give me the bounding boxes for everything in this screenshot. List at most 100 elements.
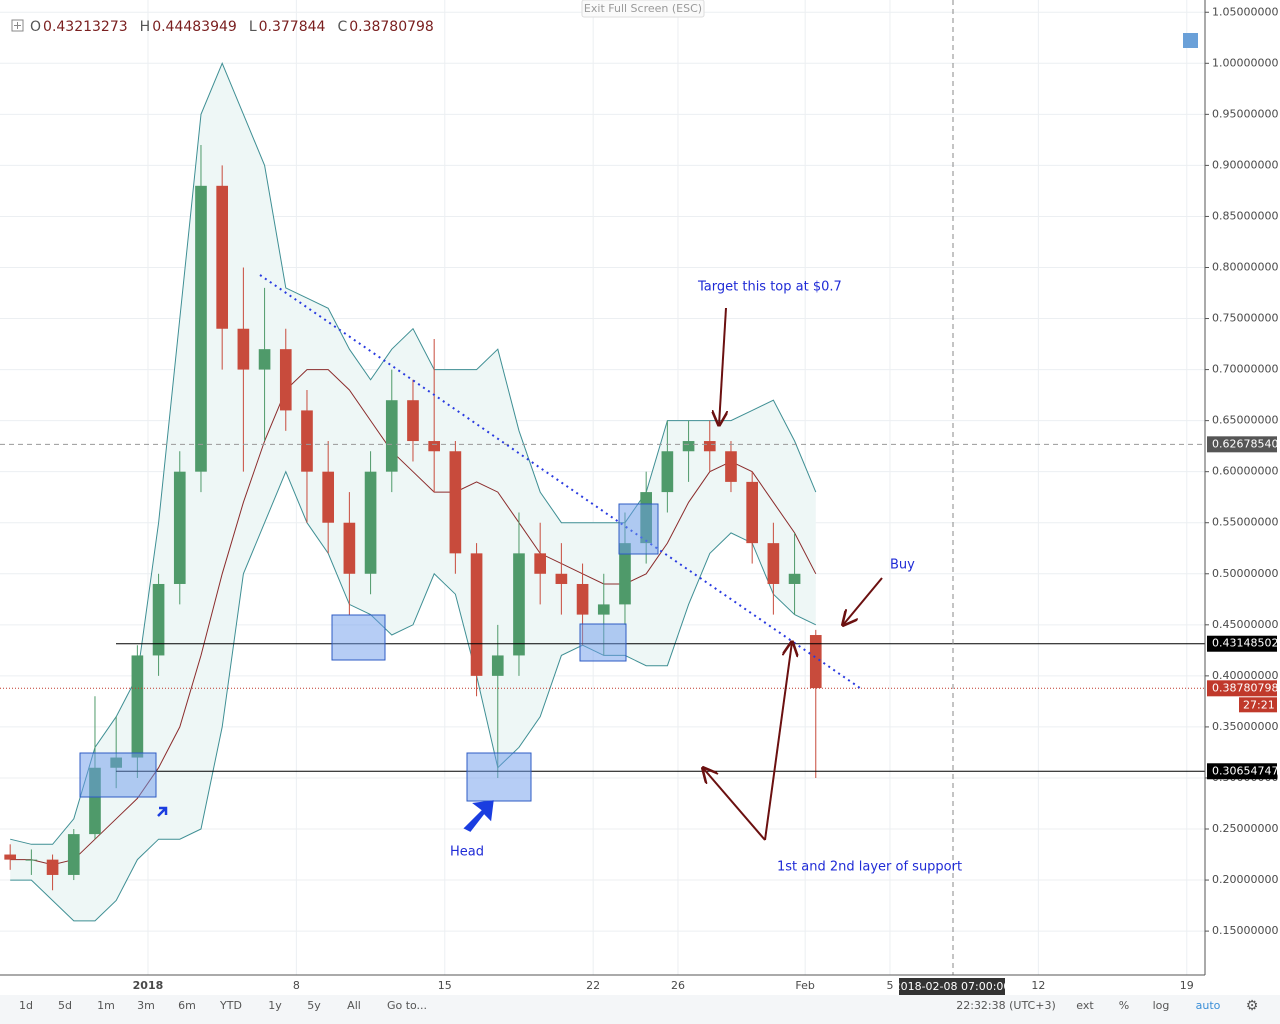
range-button[interactable]: 5y bbox=[307, 999, 321, 1012]
exit-button[interactable] bbox=[581, 0, 705, 18]
candle-body bbox=[661, 451, 674, 493]
candle-body bbox=[343, 522, 356, 574]
ohlc-key: C bbox=[337, 19, 347, 35]
range-button[interactable]: 6m bbox=[178, 999, 196, 1012]
candle-body bbox=[4, 854, 17, 860]
auto-button[interactable]: auto bbox=[1196, 999, 1221, 1012]
ohlc-value: 0.44483949 bbox=[152, 19, 237, 35]
price-label: 0.30654747 bbox=[1212, 764, 1278, 777]
exit-label: Exit Full Screen (ESC) bbox=[584, 2, 702, 15]
arrow bbox=[719, 307, 726, 425]
candle-body bbox=[682, 441, 695, 452]
candle-body bbox=[385, 400, 398, 472]
zones bbox=[79, 503, 659, 802]
candle-body bbox=[746, 481, 759, 544]
price-label-box bbox=[1207, 763, 1277, 780]
arrow bbox=[764, 642, 792, 841]
candle-body bbox=[131, 655, 144, 758]
y-tick-label: 0.40000000 bbox=[1212, 669, 1278, 682]
x-tick-label: 15 bbox=[438, 979, 452, 992]
y-tick-label: 0.70000000 bbox=[1212, 363, 1278, 376]
candle-body bbox=[491, 655, 504, 676]
zone bbox=[466, 752, 532, 802]
zone bbox=[331, 614, 386, 661]
header-icon[interactable] bbox=[11, 19, 24, 32]
candle-body bbox=[152, 583, 165, 656]
candle-body bbox=[788, 573, 801, 584]
trend-line bbox=[259, 274, 861, 689]
candle-body bbox=[809, 635, 822, 689]
candle-body bbox=[449, 451, 462, 554]
candle-body bbox=[216, 185, 229, 329]
x-tick-label: 5 bbox=[886, 979, 893, 992]
range-button[interactable]: 1m bbox=[97, 999, 115, 1012]
option-button[interactable]: ext bbox=[1076, 999, 1094, 1012]
info-icon[interactable] bbox=[1183, 33, 1198, 48]
candle-body bbox=[279, 349, 292, 411]
candle-body bbox=[237, 328, 250, 370]
candle-body bbox=[25, 859, 38, 861]
toolbar bbox=[0, 995, 1280, 1024]
option-button[interactable]: % bbox=[1119, 999, 1129, 1012]
header-icon-plus bbox=[14, 22, 21, 29]
candle-body bbox=[725, 451, 737, 482]
y-tick-label: 0.60000000 bbox=[1212, 465, 1278, 478]
x-tick-label: 19 bbox=[1180, 979, 1194, 992]
ohlc-value: 0.43213273 bbox=[43, 19, 128, 35]
range-button[interactable]: All bbox=[347, 999, 361, 1012]
ohlc-key: O bbox=[30, 19, 41, 35]
ohlc-key: L bbox=[249, 19, 257, 35]
candle-body bbox=[703, 441, 716, 452]
x-tick-label: Feb bbox=[795, 979, 814, 992]
y-tick-label: 0.55000000 bbox=[1212, 516, 1278, 529]
price-label: 0.43148502 bbox=[1212, 637, 1278, 650]
y-tick-label: 0.45000000 bbox=[1212, 618, 1278, 631]
range-button[interactable]: 1y bbox=[268, 999, 282, 1012]
clock: 22:32:38 (UTC+3) bbox=[956, 999, 1056, 1012]
zone bbox=[618, 503, 659, 555]
candle-body bbox=[576, 583, 589, 615]
candle-body bbox=[470, 553, 483, 676]
band-lower bbox=[10, 470, 817, 922]
goto-button[interactable]: Go to... bbox=[387, 999, 427, 1012]
x-tick-label: 26 bbox=[671, 979, 685, 992]
candle-body bbox=[258, 349, 271, 370]
y-tick-label: 0.90000000 bbox=[1212, 158, 1278, 171]
y-tick-label: 0.20000000 bbox=[1212, 873, 1278, 886]
candle-body bbox=[322, 471, 335, 523]
y-tick-label: 0.95000000 bbox=[1212, 107, 1278, 120]
y-tick-label: 0.75000000 bbox=[1212, 312, 1278, 325]
ohlc-value: 0.377844 bbox=[259, 19, 326, 35]
price-label-box bbox=[1207, 436, 1277, 453]
candle-body bbox=[428, 441, 441, 452]
range-button[interactable]: 3m bbox=[137, 999, 155, 1012]
price-label: 0.38780798 bbox=[1212, 681, 1278, 694]
candle-body bbox=[534, 553, 547, 574]
zone bbox=[79, 752, 157, 798]
x-tick-label: 8 bbox=[293, 979, 300, 992]
crosshair-time-box bbox=[899, 978, 1005, 995]
annotation: Buy bbox=[890, 558, 915, 573]
x-tick-label: 2018 bbox=[133, 979, 164, 992]
y-tick-label: 0.85000000 bbox=[1212, 209, 1278, 222]
crosshair-time: 2018-02-08 07:00:00 bbox=[894, 980, 1011, 993]
annotation: Head bbox=[450, 845, 484, 860]
y-tick-label: 0.35000000 bbox=[1212, 720, 1278, 733]
option-button[interactable]: log bbox=[1153, 999, 1170, 1012]
price-label-box bbox=[1207, 680, 1277, 697]
range-button[interactable]: 5d bbox=[58, 999, 72, 1012]
small-arrow bbox=[157, 806, 168, 817]
range-button[interactable]: 1d bbox=[19, 999, 33, 1012]
candle-body bbox=[195, 185, 207, 472]
ohlc-key: H bbox=[140, 19, 151, 35]
settings-icon[interactable]: ⚙ bbox=[1246, 998, 1259, 1014]
range-button[interactable]: YTD bbox=[219, 999, 242, 1012]
countdown-box bbox=[1239, 697, 1277, 713]
candle-body bbox=[407, 400, 419, 442]
y-tick-label: 0.15000000 bbox=[1212, 924, 1278, 937]
candle-body bbox=[173, 471, 186, 584]
candle-body bbox=[364, 471, 377, 574]
x-tick-label: 12 bbox=[1031, 979, 1045, 992]
arrow bbox=[843, 577, 883, 625]
